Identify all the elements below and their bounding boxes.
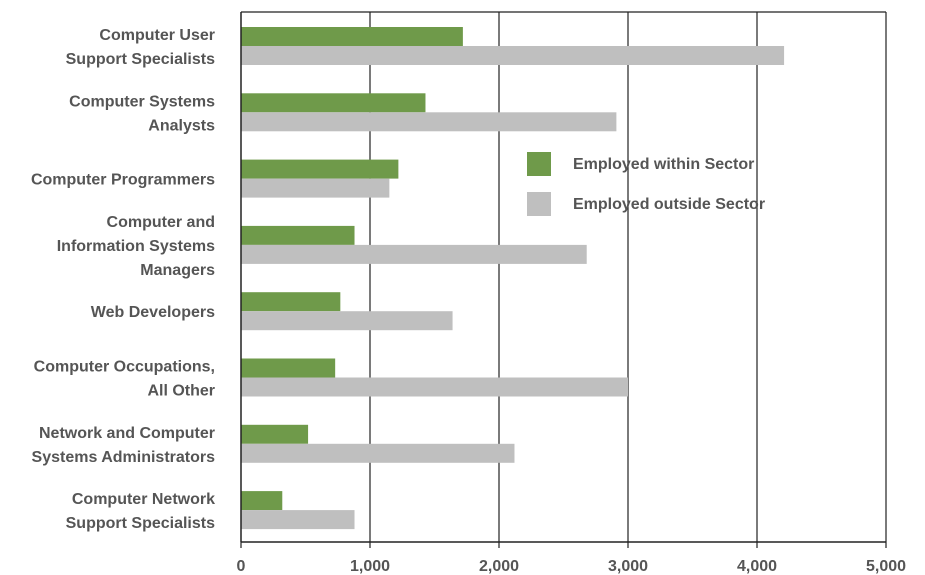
bar-within — [241, 225, 355, 245]
category-label: Computer Network Support Specialists — [66, 491, 215, 532]
legend-label: Employed outside Sector — [573, 196, 765, 213]
bar-outside — [241, 112, 617, 132]
x-tick-labels: 0 1,000 2,000 3,000 4,000 5,000 — [237, 558, 907, 575]
bar-outside — [241, 377, 628, 397]
category-labels: Computer User Support Specialists Computer… — [31, 27, 215, 532]
legend: Employed within Sector Employed outside S… — [527, 152, 765, 216]
bar-within — [241, 358, 336, 378]
x-tick-label: 3,000 — [608, 558, 648, 575]
x-tick-label: 4,000 — [737, 558, 777, 575]
category-label: Network and Computer Systems Administrato… — [32, 425, 216, 466]
x-tick-label: 0 — [237, 558, 246, 575]
category-label: Web Developers — [91, 304, 215, 321]
category-label: Computer User Support Specialists — [66, 27, 215, 68]
x-tick-label: 2,000 — [479, 558, 519, 575]
legend-label: Employed within Sector — [573, 156, 754, 173]
bar-within — [241, 93, 426, 113]
category-label: Computer Systems Analysts — [69, 93, 215, 134]
category-label: Computer and Information Systems Managers — [57, 214, 215, 279]
x-tick-label: 1,000 — [350, 558, 390, 575]
bar-outside — [241, 46, 785, 65]
bar-within — [241, 491, 283, 511]
category-label: Computer Occupations, All Other — [34, 359, 215, 400]
bar-outside — [241, 510, 355, 530]
bar-within — [241, 159, 399, 179]
category-label: Computer Programmers — [31, 172, 215, 189]
bars — [241, 27, 785, 530]
x-tick-label: 5,000 — [866, 558, 906, 575]
bar-within — [241, 424, 309, 444]
bar-outside — [241, 311, 453, 331]
legend-swatch — [527, 152, 551, 176]
bar-outside — [241, 178, 390, 198]
bar-within — [241, 292, 341, 312]
bar-outside — [241, 244, 587, 264]
legend-swatch — [527, 192, 551, 216]
bar-outside — [241, 443, 515, 463]
bar-within — [241, 27, 463, 46]
axes — [240, 11, 887, 548]
